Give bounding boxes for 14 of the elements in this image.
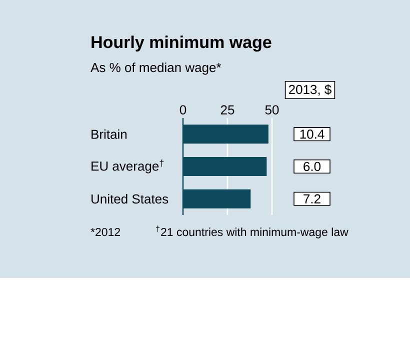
text: $^{†}$21 countries with minimum-wage law	[156, 226, 348, 238]
x-tick-label: 0	[180, 105, 186, 114]
y-tick-label: United States	[92, 194, 168, 204]
text: 6.0	[304, 162, 321, 172]
chart-subtitle: As % of median wage*	[90, 62, 222, 75]
y-tick-label: EU average$^{†}$	[92, 160, 164, 174]
x-tick-label: 25	[220, 105, 234, 114]
x-tick-label: 50	[265, 105, 279, 114]
text: 2013, $	[288, 84, 332, 96]
y-tick-label: Britain	[92, 129, 127, 139]
text: *2012	[90, 228, 120, 236]
text: 10.4	[300, 130, 324, 139]
chart-title: Hourly minimum wage	[92, 36, 272, 52]
text: 7.2	[304, 194, 320, 204]
